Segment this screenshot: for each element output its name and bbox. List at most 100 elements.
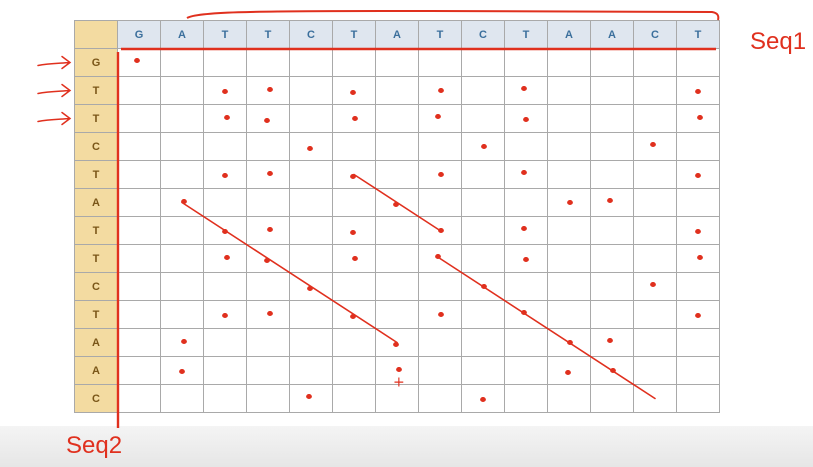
row-arrow (37, 111, 72, 126)
matrix-cell (246, 328, 290, 357)
matrix-cell (461, 76, 505, 105)
matrix-cell (504, 132, 548, 161)
matrix-cell (332, 76, 376, 105)
matrix-cell (461, 272, 505, 301)
matrix-cell (547, 104, 591, 133)
matrix-cell (676, 328, 720, 357)
matrix-cell (676, 132, 720, 161)
matrix-cell (203, 104, 247, 133)
seq1-bracket (186, 9, 720, 21)
matrix-cell (160, 244, 204, 273)
matrix-cell (203, 244, 247, 273)
seq2-letter: T (74, 160, 118, 189)
matrix-cell (375, 384, 419, 413)
matrix-cell (504, 48, 548, 77)
seq1-letter: A (375, 20, 419, 49)
matrix-cell (203, 216, 247, 245)
matrix-cell (246, 188, 290, 217)
matrix-cell (375, 272, 419, 301)
matrix-cell (117, 104, 161, 133)
matrix-row: C (74, 384, 720, 413)
seq1-letter: T (504, 20, 548, 49)
matrix-cell (160, 384, 204, 413)
matrix-row: T (74, 160, 720, 189)
matrix-cell (461, 48, 505, 77)
matrix-cell (676, 104, 720, 133)
matrix-cell (117, 76, 161, 105)
seq1-letter: T (203, 20, 247, 49)
matrix-cell (375, 356, 419, 385)
matrix-cell (246, 216, 290, 245)
matrix-cell (375, 328, 419, 357)
matrix-cell (418, 356, 462, 385)
matrix-cell (418, 328, 462, 357)
matrix-cell (547, 244, 591, 273)
matrix-cell (160, 356, 204, 385)
matrix-cell (633, 384, 677, 413)
matrix-cell (418, 48, 462, 77)
matrix-cell (418, 160, 462, 189)
matrix-cell (160, 188, 204, 217)
seq2-letter: C (74, 272, 118, 301)
matrix-cell (547, 76, 591, 105)
matrix-cell (289, 356, 333, 385)
matrix-cell (547, 300, 591, 329)
matrix-cell (633, 132, 677, 161)
seq2-label: Seq2 (66, 432, 123, 459)
matrix-cell (160, 272, 204, 301)
matrix-cell (332, 160, 376, 189)
matrix-cell (633, 328, 677, 357)
seq2-letter: T (74, 244, 118, 273)
matrix-cell (332, 272, 376, 301)
matrix-cell (504, 76, 548, 105)
matrix-cell (590, 244, 634, 273)
seq1-letter: G (117, 20, 161, 49)
matrix-cell (332, 300, 376, 329)
matrix-cell (633, 300, 677, 329)
seq1-letter: T (332, 20, 376, 49)
matrix-cell (117, 300, 161, 329)
matrix-row: A (74, 328, 720, 357)
matrix-cell (633, 272, 677, 301)
matrix-cell (418, 104, 462, 133)
matrix-cell (547, 188, 591, 217)
matrix-cell (418, 384, 462, 413)
matrix-cell (547, 216, 591, 245)
matrix-cell (547, 132, 591, 161)
row-arrow (37, 83, 72, 98)
seq1-letter: T (418, 20, 462, 49)
matrix-cell (590, 216, 634, 245)
matrix-cell (418, 300, 462, 329)
matrix-cell (590, 328, 634, 357)
matrix-cell (633, 48, 677, 77)
seq2-letter: A (74, 356, 118, 385)
seq1-label: Seq1 (750, 28, 807, 55)
matrix-cell (203, 132, 247, 161)
matrix-cell (418, 216, 462, 245)
matrix-cell (590, 76, 634, 105)
matrix-cell (547, 384, 591, 413)
matrix-cell (461, 216, 505, 245)
corner-cell (74, 20, 118, 49)
matrix-cell (547, 48, 591, 77)
matrix-cell (246, 272, 290, 301)
matrix-cell (117, 216, 161, 245)
matrix-cell (246, 104, 290, 133)
matrix-cell (375, 132, 419, 161)
matrix-cell (461, 356, 505, 385)
matrix-cell (203, 188, 247, 217)
matrix-cell (375, 216, 419, 245)
matrix-cell (375, 104, 419, 133)
matrix-cell (676, 244, 720, 273)
seq1-letter: C (461, 20, 505, 49)
matrix-cell (590, 188, 634, 217)
matrix-cell (332, 188, 376, 217)
matrix-cell (590, 132, 634, 161)
matrix-cell (418, 188, 462, 217)
seq2-letter: G (74, 48, 118, 77)
matrix-cell (289, 48, 333, 77)
matrix-row: G (74, 48, 720, 77)
matrix-cell (590, 272, 634, 301)
